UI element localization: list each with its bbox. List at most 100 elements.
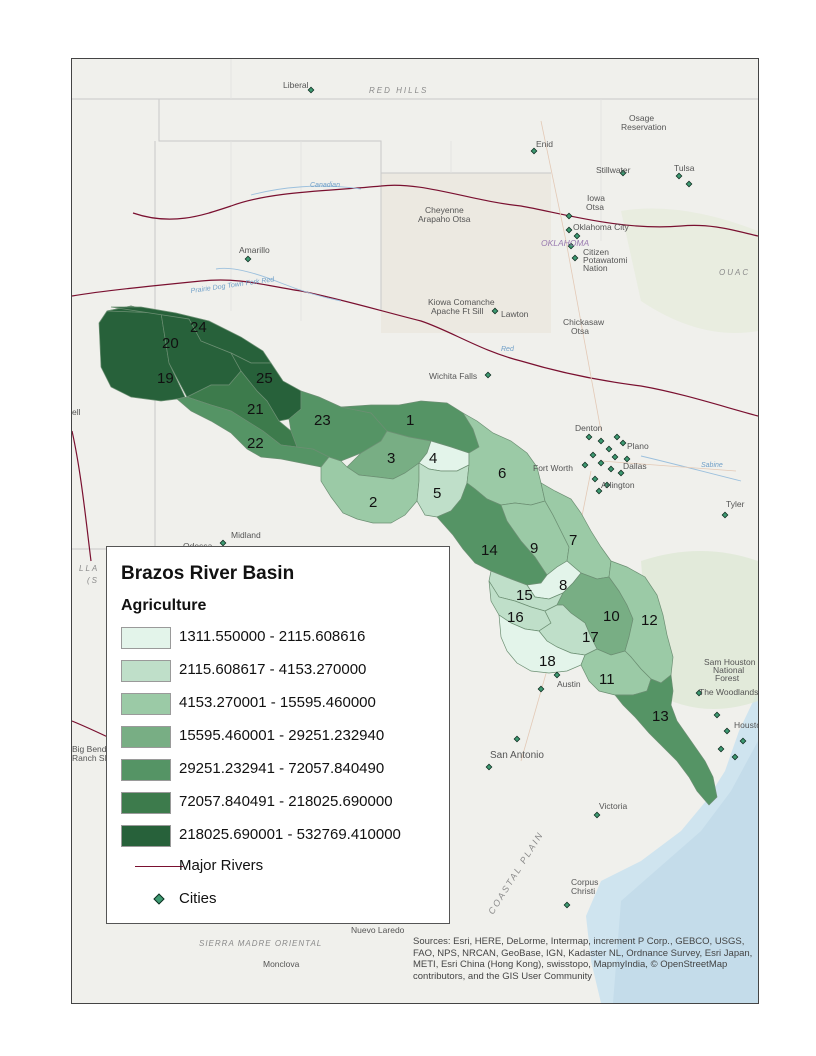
legend-class-row: 29251.232941 - 72057.840490 <box>121 757 441 781</box>
attribution-text: Sources: Esri, HERE, DeLorme, Intermap, … <box>413 936 753 982</box>
legend-swatch <box>121 660 171 682</box>
place-cheyenne-2: Arapaho Otsa <box>418 214 471 224</box>
river-line-icon <box>135 866 183 867</box>
legend-rivers-label: Major Rivers <box>179 857 264 874</box>
city-marker <box>713 711 721 719</box>
basin-label-11: 11 <box>599 671 615 688</box>
place-plano: Plano <box>627 441 649 451</box>
place-corpus-1: Corpus <box>571 877 598 887</box>
place-kiowa-2: Apache Ft Sill <box>431 306 484 316</box>
city-marker <box>484 371 492 379</box>
place-iowa-2: Otsa <box>586 202 604 212</box>
city-marker <box>581 461 589 469</box>
legend-subtitle: Agriculture <box>121 597 207 614</box>
basin-label-6: 6 <box>498 465 506 482</box>
place-ell: ell <box>72 407 81 417</box>
city-marker <box>553 671 561 679</box>
place-canadian: Canadian <box>310 182 340 189</box>
place-kiowa-1: Kiowa Comanche <box>428 297 495 307</box>
city-marker <box>739 737 747 745</box>
legend-class-label: 218025.690001 - 532769.410000 <box>179 826 401 843</box>
place-big-bend-1: Big Bend <box>72 744 107 754</box>
city-marker <box>571 254 579 262</box>
place-osage-1: Osage <box>629 113 654 123</box>
legend-swatch <box>121 693 171 715</box>
place-stillwater: Stillwater <box>596 165 631 175</box>
city-marker <box>717 745 725 753</box>
legend-class-label: 1311.550000 - 2115.608616 <box>179 628 366 645</box>
legend-rivers-row: Major Rivers <box>121 854 441 878</box>
city-marker <box>723 727 731 735</box>
place-enid: Enid <box>536 139 553 149</box>
legend-class-label: 4153.270001 - 15595.460000 <box>179 694 376 711</box>
city-marker <box>244 255 252 263</box>
legend-class-row: 2115.608617 - 4153.270000 <box>121 658 441 682</box>
basin-label-18: 18 <box>539 653 556 670</box>
legend-swatch <box>121 825 171 847</box>
place-austin: Austin <box>557 679 581 689</box>
place-sam-houston-1: Sam Houston <box>704 657 756 667</box>
place-wichita-falls: Wichita Falls <box>429 371 477 381</box>
city-marker <box>675 172 683 180</box>
place-sam-houston-2: National <box>713 665 744 675</box>
city-marker <box>595 487 603 495</box>
legend-swatch <box>121 759 171 781</box>
basin-label-5: 5 <box>433 485 441 502</box>
city-marker <box>537 685 545 693</box>
legend-class-label: 72057.840491 - 218025.690000 <box>179 793 393 810</box>
city-marker <box>593 811 601 819</box>
city-marker <box>589 451 597 459</box>
city-marker <box>603 481 611 489</box>
place-sabine: Sabine <box>701 462 723 469</box>
legend-title: Brazos River Basin <box>121 563 295 584</box>
basin-label-7: 7 <box>569 532 577 549</box>
city-marker <box>619 169 627 177</box>
basin-label-21: 21 <box>247 401 264 418</box>
basin-label-13: 13 <box>652 708 669 725</box>
place-red-hills: RED HILLS <box>369 86 428 95</box>
basin-13[interactable] <box>614 674 718 806</box>
place-big-bend-2: Ranch SP <box>72 753 111 763</box>
legend: Brazos River Basin Agriculture 1311.5500… <box>106 546 450 924</box>
place-s-paren: (S <box>87 576 99 585</box>
city-marker <box>567 242 575 250</box>
basin-label-3: 3 <box>387 450 395 467</box>
coastal-water-shade <box>613 741 758 1003</box>
forest-patch <box>621 208 758 333</box>
city-marker <box>611 453 619 461</box>
legend-class-row: 1311.550000 - 2115.608616 <box>121 625 441 649</box>
city-marker <box>623 455 631 463</box>
city-marker <box>619 439 627 447</box>
place-sam-houston-3: Forest <box>715 673 740 683</box>
basin-label-2: 2 <box>369 494 377 511</box>
basin-label-12: 12 <box>641 612 658 629</box>
basin-label-20: 20 <box>162 335 179 352</box>
basin-23[interactable] <box>110 306 272 364</box>
legend-class-label: 15595.460001 - 29251.232940 <box>179 727 385 744</box>
city-marker <box>607 465 615 473</box>
basin-label-1: 1 <box>406 412 414 429</box>
place-midland: Midland <box>231 530 261 540</box>
legend-class-label: 29251.232941 - 72057.840490 <box>179 760 385 777</box>
place-red: Red <box>501 346 515 353</box>
place-ouac: OUAC <box>719 268 750 277</box>
basin-label-15: 15 <box>516 587 533 604</box>
city-marker-icon <box>153 893 165 905</box>
place-corpus-2: Christi <box>571 886 595 896</box>
city-marker <box>491 307 499 315</box>
city-marker <box>597 459 605 467</box>
basin-label-4: 4 <box>429 450 437 467</box>
place-oklahoma-city: Oklahoma City <box>573 222 629 232</box>
city-marker <box>605 445 613 453</box>
legend-swatch <box>121 627 171 649</box>
place-monclova: Monclova <box>263 959 300 969</box>
place-osage-2: Reservation <box>621 122 667 132</box>
legend-swatch <box>121 726 171 748</box>
place-chickasaw-2: Otsa <box>571 326 589 336</box>
city-marker <box>721 511 729 519</box>
city-markers <box>219 86 747 909</box>
legend-cities-row: Cities <box>121 887 441 911</box>
city-marker <box>613 433 621 441</box>
legend-class-row: 15595.460001 - 29251.232940 <box>121 724 441 748</box>
place-sierra-madre: SIERRA MADRE ORIENTAL <box>199 939 322 948</box>
